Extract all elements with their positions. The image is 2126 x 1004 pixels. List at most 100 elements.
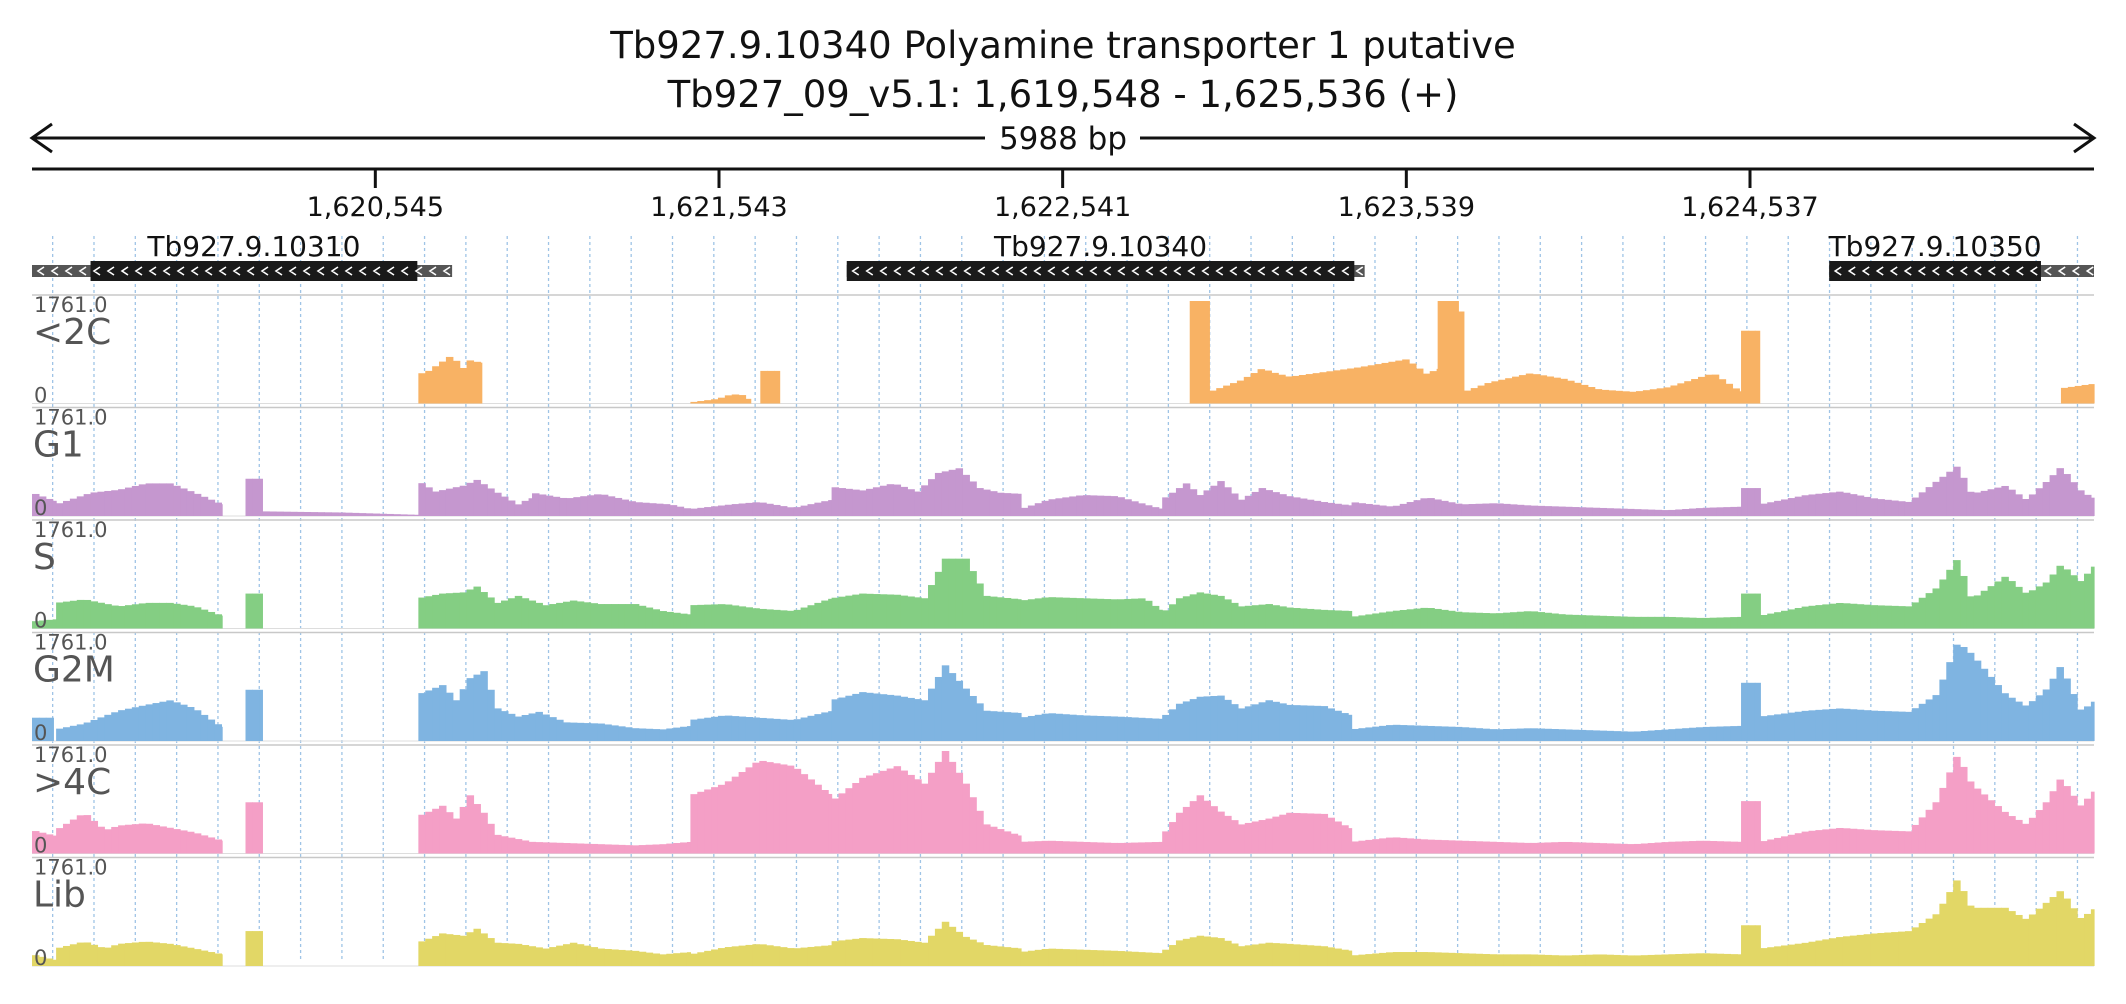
coverage-bar	[1987, 676, 1996, 741]
coverage-bar	[214, 614, 222, 629]
coverage-bar	[1477, 385, 1486, 404]
coverage-bar	[2088, 384, 2095, 404]
coverage-bar	[1946, 471, 1954, 516]
coverage-bar	[1627, 955, 1635, 966]
coverage-bar	[1918, 817, 1927, 854]
coverage-bar	[2084, 573, 2092, 629]
coverage-bar	[1774, 612, 1782, 629]
coverage-bar	[1189, 489, 1198, 516]
coverage-bar	[921, 700, 929, 741]
coverage-bar	[1503, 729, 1511, 741]
coverage-bar	[1158, 609, 1163, 629]
coverage-bar	[1392, 505, 1401, 516]
coverage-bar	[1182, 806, 1191, 854]
coverage-bar	[673, 843, 681, 854]
coverage-bar	[1787, 609, 1796, 629]
coverage-bar	[83, 815, 92, 854]
coverage-bar	[845, 939, 853, 966]
coverage-bar	[724, 715, 733, 741]
coverage-segment	[1020, 840, 1163, 854]
coverage-bar	[1711, 374, 1720, 404]
coverage-bar	[56, 947, 64, 966]
coverage-bar	[1463, 390, 1472, 404]
coverage-bar	[828, 598, 833, 629]
coverage-bar	[2056, 891, 2064, 966]
coverage-bar	[1482, 841, 1490, 854]
coverage-bar	[152, 483, 161, 516]
coverage-bar	[1217, 481, 1225, 516]
coverage-bar	[724, 947, 733, 966]
coverage-bar	[614, 497, 623, 516]
coverage-bar	[1695, 840, 1704, 854]
coverage-bar	[652, 844, 661, 854]
coverage-bar	[814, 946, 822, 966]
coverage-bar	[1551, 842, 1559, 854]
header: Tb927.9.10340 Polyamine transporter 1 pu…	[609, 24, 1516, 116]
coverage-bar	[97, 717, 105, 741]
coverage-bar	[1661, 842, 1669, 854]
coverage-bar	[538, 494, 547, 516]
coverage-bar	[418, 483, 426, 516]
coverage-bar	[1264, 370, 1272, 404]
coverage-bar	[793, 609, 802, 629]
coverage-bar	[501, 836, 509, 854]
coverage-bar	[996, 829, 1005, 854]
coverage-bar	[717, 784, 726, 854]
coverage-bar	[1244, 495, 1253, 516]
coverage-bar	[807, 779, 815, 854]
coverage-bar	[1454, 611, 1463, 629]
coverage-bar	[1258, 604, 1267, 629]
coverage-bar	[941, 751, 950, 854]
coverage-bar	[704, 507, 712, 516]
coverage-bar	[1606, 843, 1614, 854]
coverage-bar	[1704, 374, 1713, 404]
coverage-bar	[1415, 368, 1424, 404]
coverage-bar	[666, 953, 674, 966]
coverage-bar	[1760, 948, 1768, 966]
coverage-bar	[1062, 597, 1070, 629]
coverage-bar	[1461, 612, 1470, 629]
position-axis: 1,620,545 1,621,543 1,622,541 1,623,539 1,62…	[32, 167, 2094, 223]
coverage-bar	[1034, 841, 1043, 854]
coverage-bar	[576, 601, 585, 629]
coverage-bar	[418, 693, 426, 741]
coverage-bar	[1620, 508, 1628, 516]
coverage-bar	[1096, 842, 1105, 854]
coverage-bar	[124, 487, 133, 516]
coverage-bar	[1131, 951, 1139, 966]
coverage-bar	[556, 602, 564, 629]
coverage-bar	[1434, 726, 1442, 741]
coverage-bar	[1224, 699, 1232, 741]
coverage-bar	[738, 716, 747, 741]
coverage-bar	[759, 944, 767, 966]
coverage-bar	[432, 936, 440, 966]
coverage-bar	[1327, 708, 1335, 741]
coverage-bar	[1516, 504, 1525, 516]
coverage-bar	[118, 710, 126, 741]
coverage-bar	[1932, 695, 1940, 741]
coverage-bar	[1069, 597, 1077, 629]
coverage-bar	[1747, 330, 1756, 404]
coverage-bar	[989, 945, 998, 966]
coverage-bar	[1265, 942, 1273, 966]
coverage-bar	[97, 947, 105, 966]
coverage-bar	[1730, 617, 1738, 629]
coverage-bar	[439, 933, 447, 966]
coverage-bar	[1003, 831, 1012, 854]
coverage-bar	[1413, 952, 1422, 966]
coverage-bar	[1780, 499, 1789, 516]
coverage-bar	[480, 592, 488, 629]
coverage-bar	[1709, 841, 1718, 854]
coverage-bar	[907, 774, 915, 854]
coverage-bar	[838, 793, 846, 854]
coverage-bar	[900, 595, 908, 629]
coverage-bar	[452, 592, 461, 629]
coverage-bar	[604, 724, 612, 741]
coverage-bar	[1496, 954, 1504, 966]
coverage-bar	[1348, 828, 1353, 854]
coverage-bar	[245, 689, 253, 741]
coverage-bar	[1124, 598, 1132, 629]
coverage-bar	[1427, 725, 1435, 741]
track-min-label: 0	[34, 834, 47, 858]
coverage-bar	[1767, 839, 1775, 854]
